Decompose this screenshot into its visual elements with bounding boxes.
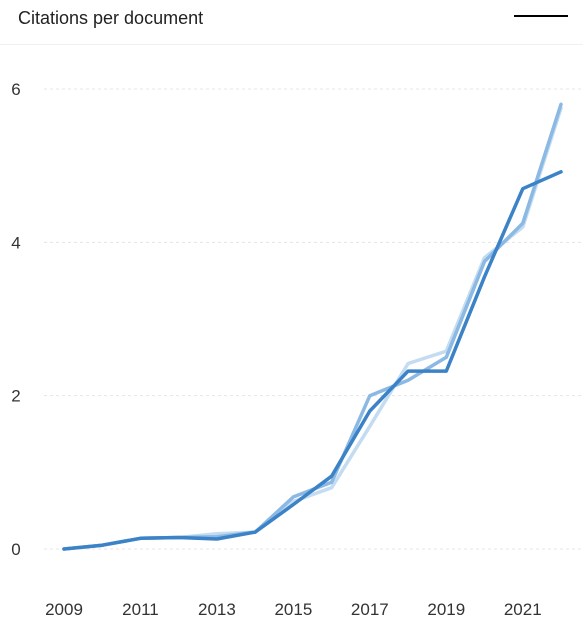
chart-title: Citations per document — [18, 8, 204, 28]
y-axis-ticks: 0 2 4 6 — [11, 80, 20, 559]
x-tick-label: 2019 — [427, 600, 465, 619]
y-tick-label: 2 — [11, 387, 20, 406]
x-tick-label: 2021 — [504, 600, 542, 619]
y-tick-label: 6 — [11, 80, 20, 99]
series-line-3[interactable] — [62, 170, 563, 551]
series-line-1[interactable] — [62, 106, 563, 551]
y-tick-label: 4 — [11, 233, 20, 252]
x-tick-label: 2017 — [351, 600, 389, 619]
legend-line-marker[interactable] — [514, 15, 568, 17]
x-tick-label: 2009 — [45, 600, 83, 619]
grid-lines — [44, 88, 583, 550]
y-tick-label: 0 — [11, 540, 20, 559]
x-axis-ticks: 2009 2011 2013 2015 2017 2019 2021 — [45, 600, 542, 619]
series-line-2[interactable] — [62, 102, 563, 551]
series-lines — [62, 102, 563, 551]
x-tick-label: 2015 — [274, 600, 312, 619]
x-tick-label: 2013 — [198, 600, 236, 619]
x-tick-label: 2011 — [122, 600, 159, 619]
chart-header: Citations per document — [0, 0, 583, 45]
